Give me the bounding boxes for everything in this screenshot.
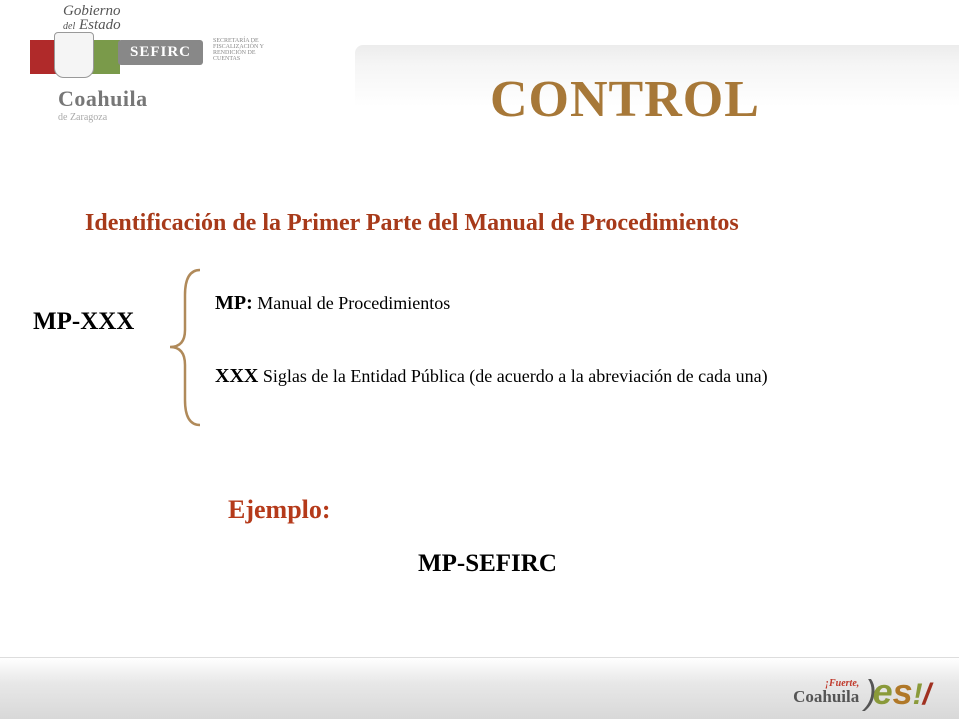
state-text: Coahuila de Zaragoza	[58, 86, 328, 123]
gov-logo-block: Gobierno del Estado SEFIRC SECRETARÍA DE…	[28, 5, 328, 123]
coat-of-arms-icon	[54, 32, 94, 78]
definition-xxx: XXX Siglas de la Entidad Pública (de acu…	[215, 365, 768, 388]
state-name: Coahuila	[58, 86, 328, 112]
footer-tagline: ¡Fuerte, Coahuila	[793, 679, 859, 705]
shield-icon	[28, 38, 118, 76]
sefirc-band: SEFIRC SECRETARÍA DE FISCALIZACIÓN Y REN…	[28, 38, 328, 80]
def-xxx-text: Siglas de la Entidad Pública (de acuerdo…	[258, 366, 767, 386]
sefirc-subtitle: SECRETARÍA DE FISCALIZACIÓN Y RENDICIÓN …	[213, 38, 273, 62]
def-xxx-label: XXX	[215, 365, 258, 387]
code-pattern: MP-XXX	[33, 308, 134, 336]
example-label: Ejemplo:	[228, 495, 331, 525]
brace-icon	[160, 265, 210, 430]
footer: ¡Fuerte, Coahuila )es!/	[0, 657, 959, 719]
definition-mp: MP: Manual de Procedimientos	[215, 292, 450, 315]
gov-del: del	[63, 21, 75, 32]
footer-state: Coahuila	[793, 689, 859, 705]
example-value: MP-SEFIRC	[418, 550, 557, 578]
es-wordmark-icon: )es!/	[865, 671, 931, 713]
footer-logo: ¡Fuerte, Coahuila )es!/	[793, 671, 931, 713]
subheading: Identificación de la Primer Parte del Ma…	[85, 210, 739, 237]
sefirc-badge: SEFIRC	[118, 40, 203, 65]
gov-text: Gobierno del Estado	[63, 5, 328, 32]
header: Gobierno del Estado SEFIRC SECRETARÍA DE…	[0, 0, 959, 165]
page-title: CONTROL	[490, 70, 760, 129]
state-sub: de Zaragoza	[58, 112, 328, 123]
def-mp-label: MP:	[215, 292, 253, 314]
gov-estado: Estado	[79, 17, 121, 33]
def-mp-text: Manual de Procedimientos	[253, 293, 450, 313]
